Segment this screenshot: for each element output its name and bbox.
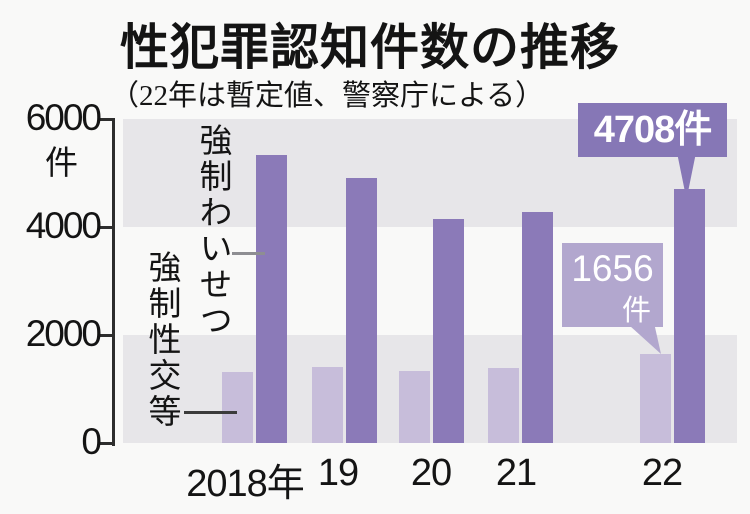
y-tick-label: 6000: [25, 97, 102, 139]
annotation-callout-4708: 4708件: [578, 103, 727, 157]
y-tick-label: 0: [81, 421, 102, 463]
series-label-forcible-indecency: 強制わいせつ: [195, 123, 232, 339]
bar-forcible-intercourse-2: [399, 371, 430, 443]
x-tick-label: 22: [641, 452, 683, 494]
bar-forcible-indecency-2: [433, 219, 464, 443]
series-label-forcible-intercourse: 強制性交等: [144, 250, 181, 430]
x-tick-label: 2018年: [186, 463, 305, 505]
x-tick-label: 19: [317, 452, 359, 494]
annotation-callout-1656: 1656 件: [562, 243, 663, 327]
y-tick-mark: [99, 226, 113, 229]
bar-forcible-indecency-4: [674, 189, 705, 443]
annotation-unit: 件: [621, 295, 651, 327]
y-tick-mark: [99, 442, 113, 445]
y-tick-label: 4000: [25, 205, 102, 247]
bar-forcible-intercourse-3: [488, 368, 519, 443]
y-axis-line: [112, 118, 115, 446]
bar-forcible-indecency-3: [522, 212, 553, 443]
x-tick-label: 21: [495, 452, 537, 494]
bar-forcible-indecency-0: [256, 155, 287, 443]
bar-forcible-intercourse-1: [312, 367, 343, 443]
y-tick-mark: [99, 334, 113, 337]
series-label-pointer-line-indecency: [232, 252, 265, 255]
y-tick-mark: [99, 118, 113, 121]
bar-forcible-indecency-1: [346, 178, 377, 443]
bar-forcible-intercourse-4: [640, 354, 671, 443]
chart-subtitle: （22年は暫定値、警察庁による）: [110, 80, 545, 112]
annotation-value: 1656: [571, 248, 654, 289]
chart-title: 性犯罪認知件数の推移: [120, 21, 621, 75]
x-tick-label: 20: [410, 452, 452, 494]
bar-forcible-intercourse-0: [222, 372, 253, 443]
y-axis-unit-label: 件: [45, 144, 78, 181]
series-label-pointer-line-intercourse: [184, 411, 237, 414]
y-tick-label: 2000: [25, 313, 102, 355]
